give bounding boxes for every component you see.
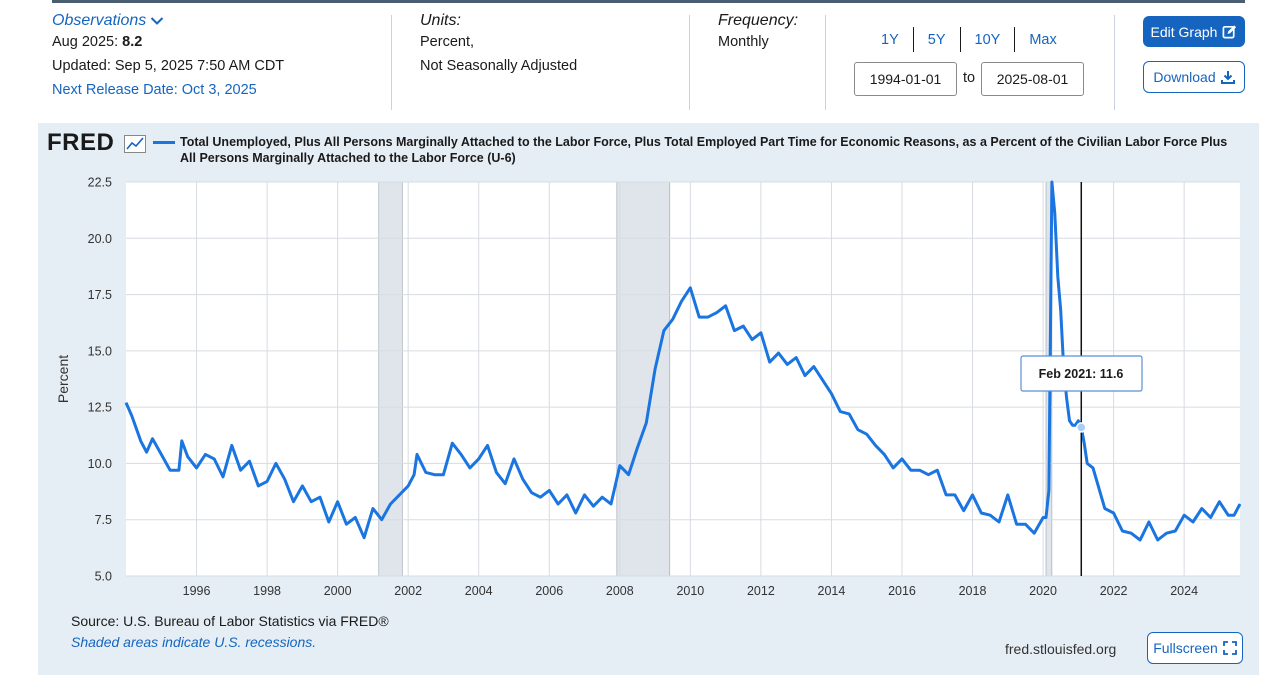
tooltip: Feb 2021: 11.6 bbox=[1020, 182, 1143, 576]
divider bbox=[689, 15, 690, 110]
tooltip-text: Feb 2021: 11.6 bbox=[1039, 367, 1124, 381]
range-max-button[interactable]: Max bbox=[1029, 31, 1057, 48]
fred-logo: FRED bbox=[47, 129, 115, 156]
edit-graph-button[interactable]: Edit Graph bbox=[1143, 16, 1245, 47]
x-tick-labels: 1996 1998 2000 2002 2004 2006 2008 2010 2012 2014… bbox=[183, 584, 1198, 598]
x-tick-label: 2010 bbox=[676, 584, 704, 598]
recession-band bbox=[616, 181, 671, 577]
observation-value: 8.2 bbox=[122, 34, 143, 50]
start-date-input[interactable] bbox=[854, 62, 957, 96]
edit-icon bbox=[1223, 25, 1237, 39]
y-tick-label: 20.0 bbox=[88, 232, 112, 246]
x-tick-label: 2012 bbox=[747, 584, 775, 598]
download-label: Download bbox=[1153, 69, 1216, 85]
range-1y-button[interactable]: 1Y bbox=[881, 31, 899, 48]
x-tick-label: 2024 bbox=[1170, 584, 1198, 598]
observations-block: Observations Aug 2025: 8.2 Updated: Sep … bbox=[52, 12, 284, 112]
x-tick-label: 2000 bbox=[324, 584, 352, 598]
x-tick-label: 2018 bbox=[959, 584, 987, 598]
units-line-2: Not Seasonally Adjusted bbox=[420, 58, 578, 74]
range-5y-button[interactable]: 5Y bbox=[927, 31, 946, 48]
divider bbox=[391, 15, 392, 110]
series-lines bbox=[124, 180, 1242, 542]
x-tick-label: 2006 bbox=[535, 584, 563, 598]
observation-date: Aug 2025: bbox=[52, 34, 119, 50]
divider bbox=[825, 15, 826, 110]
units-line-1: Percent, bbox=[420, 34, 474, 50]
y-tick-label: 10.0 bbox=[88, 457, 112, 471]
y-tick-label: 5.0 bbox=[95, 570, 112, 584]
frequency-value: Monthly bbox=[718, 34, 769, 50]
x-tick-label: 1998 bbox=[253, 584, 281, 598]
observations-label: Observations bbox=[52, 12, 147, 29]
units-block: Units: Percent, Not Seasonally Adjusted bbox=[420, 12, 577, 112]
recession-note: Shaded areas indicate U.S. recessions. bbox=[71, 634, 317, 650]
x-tick-label: 2022 bbox=[1100, 584, 1128, 598]
fullscreen-label: Fullscreen bbox=[1153, 640, 1218, 656]
gridlines bbox=[126, 181, 1240, 577]
x-tick-label: 2002 bbox=[394, 584, 422, 598]
next-release-link[interactable]: Next Release Date: Oct 3, 2025 bbox=[52, 82, 257, 98]
date-range-buttons: 1Y 5Y 10Y Max bbox=[867, 27, 1071, 52]
frequency-block: Frequency: Monthly bbox=[718, 12, 798, 112]
y-tick-label: 22.5 bbox=[88, 176, 112, 190]
fullscreen-icon bbox=[1222, 641, 1237, 655]
range-10y-button[interactable]: 10Y bbox=[974, 31, 1001, 48]
observations-dropdown[interactable]: Observations bbox=[52, 12, 284, 30]
y-tick-labels: 5.0 7.5 10.0 12.5 15.0 17.5 20.0 22.5 bbox=[88, 176, 112, 584]
download-icon bbox=[1220, 71, 1235, 84]
y-tick-label: 12.5 bbox=[88, 401, 112, 415]
range-separator bbox=[912, 27, 914, 52]
x-tick-label: 2008 bbox=[606, 584, 634, 598]
x-tick-label: 2004 bbox=[465, 584, 493, 598]
updated-text: Updated: Sep 5, 2025 7:50 AM CDT bbox=[52, 58, 285, 74]
tooltip-box bbox=[1020, 355, 1143, 392]
latest-observation: Aug 2025: 8.2 bbox=[52, 30, 284, 54]
fullscreen-button[interactable]: Fullscreen bbox=[1147, 632, 1243, 664]
end-date-input[interactable] bbox=[981, 62, 1084, 96]
top-rule bbox=[52, 0, 1245, 3]
chart-line-icon bbox=[124, 135, 146, 153]
y-tick-label: 7.5 bbox=[95, 513, 112, 527]
legend-swatch bbox=[153, 141, 175, 144]
source-note: Source: U.S. Bureau of Labor Statistics … bbox=[71, 613, 389, 629]
divider bbox=[1114, 15, 1115, 110]
x-tick-label: 2014 bbox=[818, 584, 846, 598]
range-separator bbox=[1014, 27, 1016, 52]
hover-point bbox=[1076, 422, 1087, 433]
x-tick-label: 2016 bbox=[888, 584, 916, 598]
legend-entry: Total Unemployed, Plus All Persons Margi… bbox=[180, 135, 1228, 165]
to-label: to bbox=[963, 70, 976, 86]
chevron-down-icon bbox=[151, 17, 164, 25]
units-label: Units: bbox=[420, 12, 461, 29]
y-tick-label: 17.5 bbox=[88, 288, 112, 302]
x-tick-label: 1996 bbox=[183, 584, 211, 598]
y-tick-label: 15.0 bbox=[88, 344, 112, 358]
range-separator bbox=[959, 27, 961, 52]
site-url: fred.stlouisfed.org bbox=[1005, 641, 1117, 657]
series-line bbox=[124, 180, 1242, 542]
frequency-label: Frequency: bbox=[718, 12, 799, 29]
download-button[interactable]: Download bbox=[1143, 61, 1245, 93]
x-tick-label: 2020 bbox=[1029, 584, 1057, 598]
edit-graph-label: Edit Graph bbox=[1150, 23, 1218, 40]
y-axis-label: Percent bbox=[55, 355, 71, 403]
